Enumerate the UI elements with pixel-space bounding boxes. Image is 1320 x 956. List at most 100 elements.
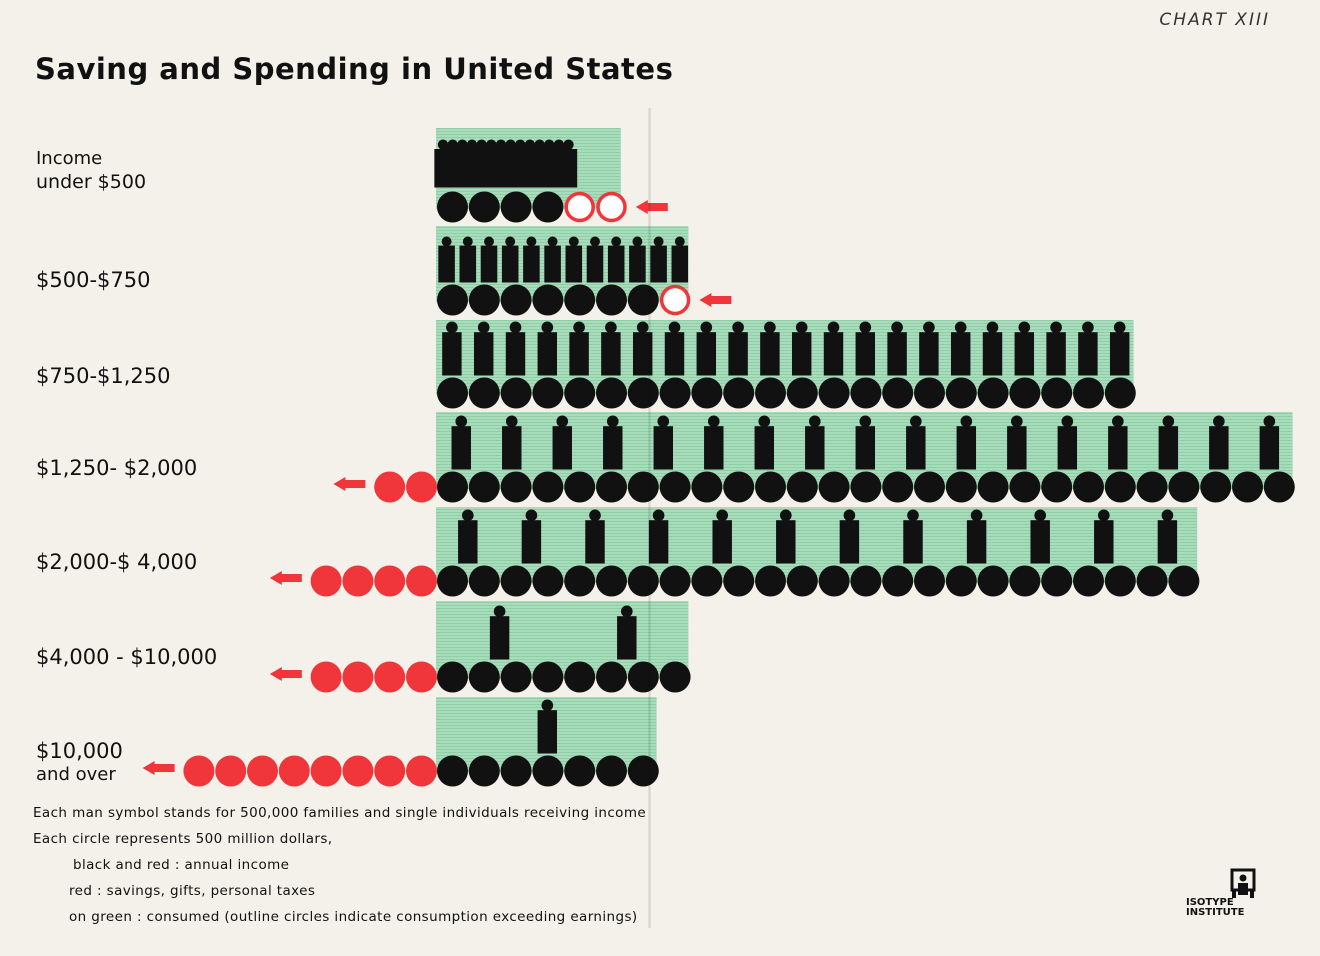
man-symbol	[451, 415, 471, 470]
income-circle	[1104, 471, 1136, 503]
income-circle	[468, 565, 500, 597]
man-symbol	[855, 321, 876, 376]
income-circle	[659, 661, 691, 693]
income-circle	[468, 284, 500, 316]
savings-circle	[342, 755, 374, 787]
savings-arrow	[269, 667, 302, 681]
savings-arrow	[142, 761, 175, 775]
income-circle	[564, 755, 596, 787]
man-symbol	[459, 236, 477, 283]
man-symbol	[982, 321, 1003, 376]
man-symbol	[552, 415, 572, 470]
row-label-under-500: Income under $500	[36, 148, 146, 194]
income-circle	[1073, 471, 1104, 503]
man-symbol	[704, 415, 724, 470]
income-circle	[1232, 471, 1263, 503]
savings-circle	[310, 755, 342, 787]
income-circle	[564, 471, 596, 503]
income-circle	[500, 377, 532, 409]
row-label-10000-over: $10,000 and over	[36, 738, 123, 787]
row-label-line: $2,000-$ 4,000	[36, 550, 198, 574]
income-circle	[627, 755, 659, 787]
row-label-line: $1,250- $2,000	[36, 456, 198, 480]
deficit-outline-circle	[659, 284, 691, 316]
savings-circle	[310, 565, 342, 597]
savings-circle	[374, 471, 406, 503]
savings-arrow	[333, 477, 366, 491]
man-symbol	[1007, 415, 1027, 470]
man-symbol	[1030, 509, 1050, 564]
savings-circle	[406, 565, 437, 597]
income-circle	[723, 377, 755, 409]
income-circle	[1168, 471, 1200, 503]
income-circle	[532, 565, 564, 597]
income-circle	[1073, 565, 1104, 597]
man-symbol	[855, 415, 876, 470]
man-symbol	[950, 321, 971, 376]
income-circle	[468, 191, 500, 223]
man-symbol	[603, 415, 623, 470]
savings-circle	[374, 755, 406, 787]
isotype-chart	[142, 128, 1295, 787]
income-circle	[437, 284, 468, 316]
income-circle	[1104, 377, 1136, 409]
man-symbol	[607, 236, 625, 283]
savings-circle	[374, 565, 406, 597]
income-circle	[914, 471, 945, 503]
man-symbol	[458, 509, 478, 564]
man-symbol	[906, 415, 926, 470]
income-circle	[659, 471, 691, 503]
man-symbol	[1108, 415, 1128, 470]
man-symbol	[823, 321, 844, 376]
man-symbol	[712, 509, 732, 564]
income-circle	[1009, 565, 1041, 597]
legend-line-man: Each man symbol stands for 500,000 famil…	[33, 805, 647, 821]
man-symbol	[671, 236, 689, 283]
man-symbol	[728, 321, 748, 376]
row-label-1250-2000: $1,250- $2,000	[36, 455, 197, 481]
legend-line-red: red : savings, gifts, personal taxes	[69, 883, 316, 899]
income-circle	[627, 565, 659, 597]
man-symbol	[555, 143, 571, 186]
page-seam	[648, 108, 651, 928]
income-circle	[659, 377, 691, 409]
income-circle	[532, 284, 564, 316]
man-symbol	[839, 509, 860, 564]
man-symbol	[1014, 321, 1035, 376]
income-circle	[627, 471, 659, 503]
income-circle	[596, 471, 627, 503]
savings-circle	[342, 565, 374, 597]
savings-circle	[247, 755, 278, 787]
income-circle	[786, 565, 818, 597]
income-circle	[755, 471, 786, 503]
income-circle	[1009, 471, 1041, 503]
savings-circle	[278, 755, 310, 787]
legend: Each man symbol stands for 500,000 famil…	[33, 800, 646, 930]
man-symbol	[501, 236, 519, 283]
man-symbol	[1157, 509, 1178, 564]
income-circle	[1041, 471, 1073, 503]
man-symbol	[776, 509, 796, 564]
man-symbol	[1094, 509, 1114, 564]
income-circle	[691, 471, 723, 503]
income-circle	[437, 661, 468, 693]
savings-circle	[406, 661, 437, 693]
legend-line-green: on green : consumed (outline circles ind…	[69, 909, 638, 925]
income-circle	[850, 377, 882, 409]
income-circle	[1009, 377, 1041, 409]
man-symbol	[1046, 321, 1066, 376]
income-circle	[977, 565, 1009, 597]
income-circle	[1168, 565, 1200, 597]
income-circle	[627, 284, 659, 316]
income-circle	[818, 471, 850, 503]
man-symbol	[438, 236, 455, 283]
income-circle	[977, 377, 1009, 409]
income-circle	[437, 191, 468, 223]
income-circle	[882, 377, 914, 409]
row-label-line: $10,000	[36, 739, 123, 763]
man-symbol	[505, 321, 526, 376]
man-symbol	[805, 415, 825, 470]
income-circle	[596, 661, 627, 693]
income-circle	[659, 565, 691, 597]
income-circle	[596, 377, 627, 409]
